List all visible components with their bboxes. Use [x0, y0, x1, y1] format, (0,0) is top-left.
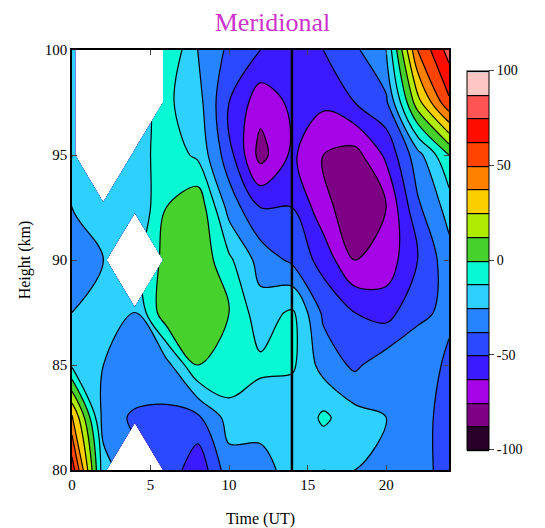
svg-text:90: 90	[52, 252, 67, 268]
svg-text:-100: -100	[497, 442, 523, 457]
svg-text:Height (km): Height (km)	[16, 221, 34, 300]
svg-text:10: 10	[222, 477, 237, 493]
svg-text:5: 5	[147, 477, 155, 493]
svg-text:50: 50	[497, 158, 511, 173]
svg-text:15: 15	[300, 477, 315, 493]
svg-text:Time (UT): Time (UT)	[226, 510, 295, 528]
svg-text:100: 100	[45, 42, 68, 58]
svg-text:0: 0	[68, 477, 76, 493]
svg-text:-50: -50	[497, 348, 516, 363]
svg-text:Meridional: Meridional	[215, 8, 331, 37]
svg-text:20: 20	[379, 477, 394, 493]
svg-text:80: 80	[52, 462, 67, 478]
svg-text:100: 100	[497, 63, 518, 78]
svg-text:95: 95	[52, 147, 67, 163]
svg-text:0: 0	[497, 253, 504, 268]
svg-text:85: 85	[52, 357, 67, 373]
